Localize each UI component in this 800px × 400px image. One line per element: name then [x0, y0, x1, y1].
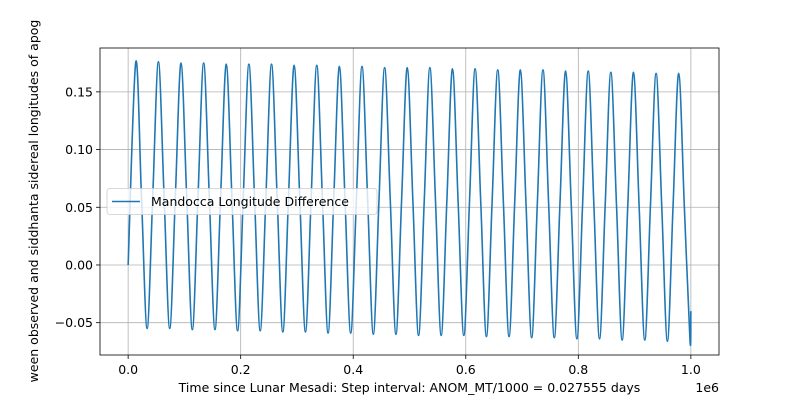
y-axis-label: ween observed and siddhanta sidereal lon… — [26, 20, 41, 383]
x-axis-label: Time since Lunar Mesadi: Step interval: … — [178, 380, 641, 395]
data-line — [127, 60, 692, 346]
x-tick-label: 0.2 — [231, 362, 251, 377]
x-tick-label: 1.0 — [681, 362, 701, 377]
y-tick-label: 0.00 — [65, 257, 93, 272]
x-offset-label: 1e6 — [695, 380, 719, 395]
x-tick-label: 0.8 — [568, 362, 588, 377]
y-tick-label: −0.05 — [55, 315, 93, 330]
y-tick-label: 0.15 — [65, 84, 93, 99]
axes-frame — [99, 47, 720, 356]
x-tick-label: 0.6 — [456, 362, 476, 377]
y-tick-label: 0.05 — [65, 200, 93, 215]
x-tick-label: 0.0 — [118, 362, 138, 377]
legend-label: Mandocca Longitude Difference — [151, 194, 349, 209]
legend-box — [106, 188, 378, 215]
y-tick-label: 0.10 — [65, 142, 93, 157]
x-tick-label: 0.4 — [343, 362, 363, 377]
